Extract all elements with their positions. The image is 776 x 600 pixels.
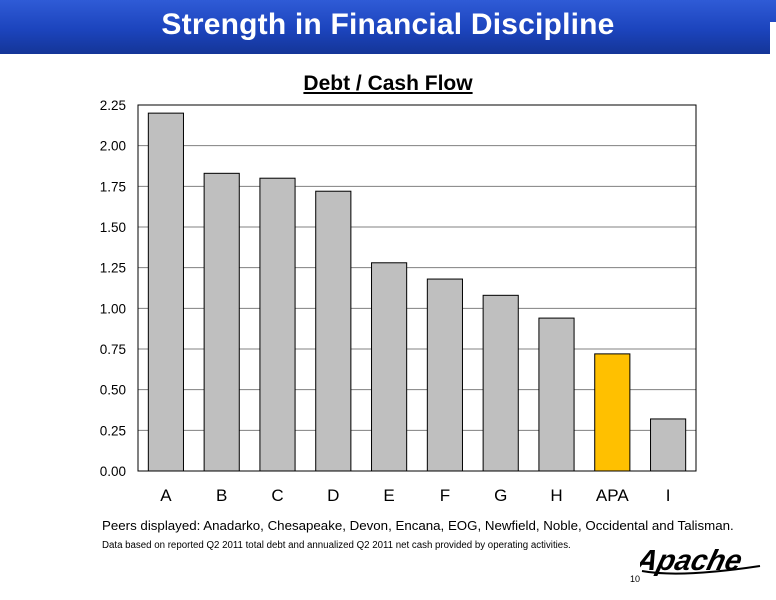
source-footnote: Data based on reported Q2 2011 total deb… [102,540,571,551]
bar-apa [594,353,631,472]
bar-f [426,278,463,472]
y-tick-label: 2.25 [100,98,126,113]
x-tick-label: G [494,486,507,505]
x-tick-label: A [160,486,172,505]
x-tick-label: I [666,486,671,505]
x-tick-label: E [383,486,394,505]
y-tick-label: 1.00 [100,301,126,316]
bar-c [259,177,296,472]
y-tick-label: 0.25 [100,423,126,438]
x-tick-label: C [271,486,283,505]
bar-d [315,190,352,472]
peers-footnote: Peers displayed: Anadarko, Chesapeake, D… [102,518,734,533]
logo-wordmark: Apache [640,544,746,576]
y-tick-label: 2.00 [100,139,126,154]
logo-swoosh [641,565,761,575]
banner-notch [770,22,776,56]
y-tick-label: 1.75 [100,179,126,194]
plot-area-frame [137,104,697,472]
y-tick-label: 1.50 [100,220,126,235]
x-tick-label: H [550,486,562,505]
apache-logo: Apache [640,544,761,577]
bar-e [371,262,408,472]
title-banner: Strength in Financial Discipline [0,0,776,56]
y-tick-label: 0.50 [100,383,126,398]
bar-a [147,112,184,472]
y-tick-label: 0.00 [100,464,126,479]
bar-b [203,172,240,472]
x-tick-label: F [440,486,450,505]
x-tick-label: D [327,486,339,505]
bar-h [538,317,575,472]
page-number: 10 [630,574,641,584]
y-tick-label: 1.25 [100,261,126,276]
bar-g [482,294,519,472]
y-tick-label: 0.75 [100,342,126,357]
chart-title: Debt / Cash Flow [303,72,473,95]
x-tick-label: APA [596,486,629,505]
bar-i [650,418,687,472]
x-tick-label: B [216,486,227,505]
slide-title: Strength in Financial Discipline [161,8,615,41]
